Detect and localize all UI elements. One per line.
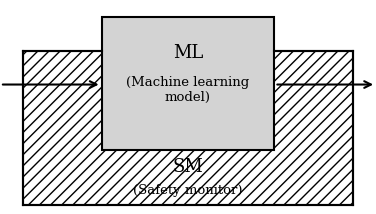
Bar <box>102 51 274 150</box>
Bar <box>102 17 274 150</box>
Text: (Machine learning
model): (Machine learning model) <box>126 76 250 104</box>
Text: (Safety monitor): (Safety monitor) <box>133 184 243 197</box>
Bar <box>23 51 102 205</box>
Bar <box>274 51 353 205</box>
Text: SM: SM <box>173 158 203 176</box>
Text: ML: ML <box>173 45 203 62</box>
Bar <box>23 51 353 205</box>
